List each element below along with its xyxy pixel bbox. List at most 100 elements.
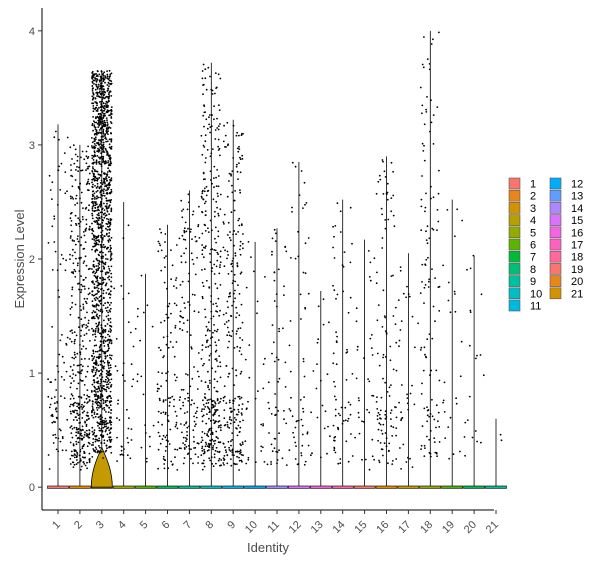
data-point (95, 344, 98, 347)
data-point (427, 256, 429, 259)
data-point (110, 177, 113, 180)
data-point (231, 451, 234, 454)
data-point (214, 129, 217, 131)
data-point (73, 342, 76, 345)
data-point (205, 185, 208, 188)
data-point (206, 329, 209, 332)
data-point (160, 385, 163, 388)
data-point (50, 414, 53, 417)
data-point (109, 400, 112, 403)
data-point (110, 113, 113, 116)
data-point (97, 269, 100, 271)
data-point (51, 269, 54, 271)
data-point (190, 346, 193, 348)
data-point (339, 458, 342, 460)
data-point (219, 154, 221, 157)
data-point (107, 241, 110, 243)
data-point (181, 210, 183, 212)
data-point (85, 435, 88, 437)
data-point (74, 153, 77, 156)
data-point (95, 398, 98, 401)
data-point (173, 373, 176, 376)
legend-label: 4 (530, 215, 536, 227)
data-point (273, 228, 276, 231)
data-point (102, 143, 105, 146)
data-point (102, 292, 105, 295)
data-point (105, 372, 108, 375)
data-point (98, 79, 101, 82)
data-point (231, 282, 234, 285)
data-point (63, 152, 66, 155)
data-point (95, 304, 98, 307)
data-point (206, 127, 209, 130)
data-point (85, 169, 87, 172)
data-point (388, 442, 391, 445)
data-point (174, 324, 177, 327)
data-point (144, 432, 147, 434)
data-point (94, 126, 97, 129)
data-point (95, 448, 98, 450)
data-point (316, 363, 318, 365)
x-tick-label: 14 (331, 519, 348, 536)
data-point (201, 77, 204, 80)
data-point (96, 108, 99, 111)
data-point (400, 417, 403, 420)
data-point (390, 409, 393, 412)
data-point (110, 208, 113, 211)
data-point (271, 324, 274, 326)
data-point (98, 321, 101, 324)
data-point (73, 331, 76, 333)
legend-label: 13 (571, 191, 583, 203)
data-point (91, 414, 93, 417)
data-point (277, 268, 280, 271)
data-point (101, 255, 104, 257)
data-point (383, 442, 386, 445)
data-point (233, 244, 235, 247)
data-point (223, 223, 225, 225)
data-point (203, 450, 206, 453)
data-point (291, 211, 293, 213)
data-point (102, 146, 105, 149)
data-point (100, 70, 103, 72)
data-point (97, 317, 100, 319)
legend-label: 12 (571, 179, 583, 191)
data-point (256, 300, 259, 303)
data-point (202, 84, 204, 86)
data-point (106, 258, 109, 260)
data-point (108, 91, 110, 94)
data-point (241, 154, 244, 157)
data-point (228, 180, 230, 182)
data-point (107, 302, 110, 304)
data-point (104, 103, 107, 105)
data-point (91, 355, 93, 357)
data-point (211, 89, 214, 92)
data-point (101, 208, 103, 211)
data-point (162, 434, 165, 437)
data-point (106, 439, 109, 442)
data-point (433, 437, 436, 439)
data-point (96, 421, 99, 424)
data-point (87, 322, 90, 325)
data-point (105, 445, 108, 447)
data-point (103, 423, 106, 426)
data-point (400, 468, 402, 470)
data-point (424, 206, 427, 209)
data-point (59, 429, 62, 432)
data-point (86, 389, 89, 391)
data-point (79, 305, 82, 307)
data-point (96, 313, 98, 316)
data-point (468, 395, 471, 398)
data-point (168, 443, 171, 445)
x-tick-label: 4 (116, 519, 129, 532)
data-point (99, 405, 101, 407)
data-point (106, 73, 109, 76)
data-point (72, 419, 75, 421)
data-point (93, 265, 96, 268)
data-point (434, 320, 436, 323)
data-point (98, 214, 100, 217)
data-point (71, 377, 74, 379)
data-point (278, 327, 280, 330)
data-point (471, 436, 474, 439)
data-point (355, 377, 358, 380)
